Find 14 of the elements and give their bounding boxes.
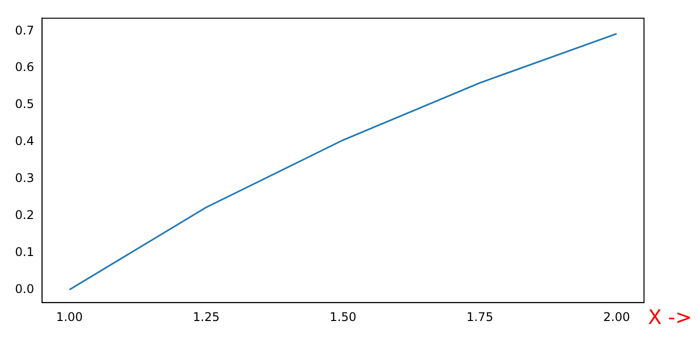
x-tick-label: 1.75 [466,310,494,324]
y-tick-label: 0.3 [14,170,34,185]
x-tick-label: 1.25 [192,310,220,324]
y-tick-label: 0.1 [14,244,34,259]
y-tick-label: 0.4 [14,134,34,148]
x-tick-label: 1.00 [56,310,83,324]
y-tick-label: 0.7 [14,23,34,38]
y-tick-label: 0.5 [14,97,34,112]
x-tick-label: 1.50 [330,310,356,324]
x-tick-label: 2.00 [603,310,630,324]
y-tick-label: 0.2 [14,208,34,222]
y-tick-label: 0.0 [14,282,34,296]
x-axis-title: X -> [648,304,692,329]
y-tick-label: 0.6 [14,60,34,74]
